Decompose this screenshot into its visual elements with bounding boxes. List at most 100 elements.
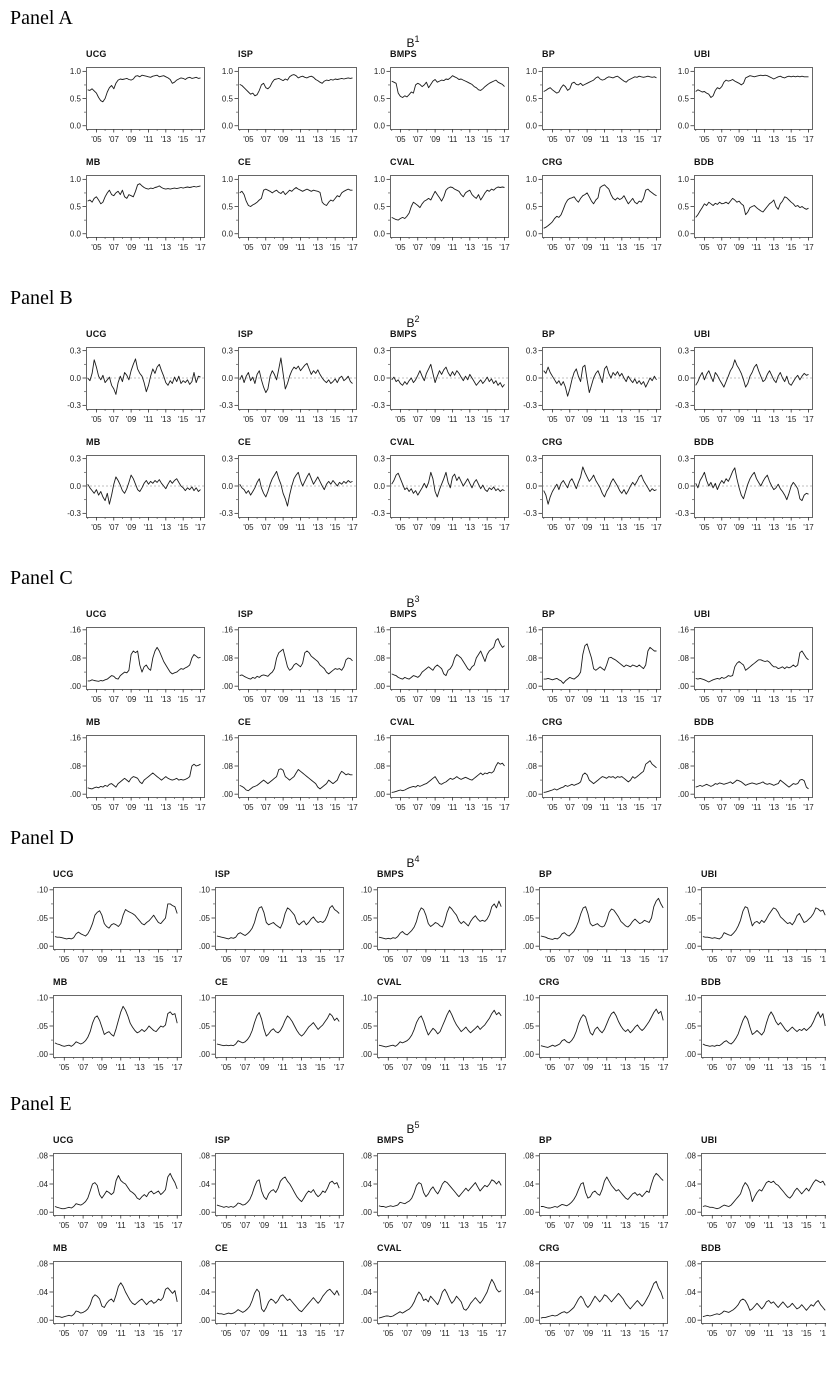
x-tick-label: '09: [126, 135, 137, 144]
x-tick-label: '05: [699, 803, 710, 812]
x-tick-label: '11: [296, 695, 306, 704]
x-tick-label: '09: [421, 1221, 432, 1230]
x-tick-label: '09: [430, 243, 441, 252]
line-series: [543, 75, 657, 94]
x-tick-label: '09: [259, 955, 270, 964]
x-tick-label: '11: [600, 695, 610, 704]
chart-plot: 1.0 0.5 0.0 '05 '07 '09 '11 '13 '15 '17: [678, 175, 814, 252]
y-tick-label: .05: [361, 914, 373, 923]
x-tick-label: '09: [582, 695, 593, 704]
x-tick-label: '11: [116, 1063, 126, 1072]
x-tick-label: '11: [296, 243, 306, 252]
x-tick-label: '17: [499, 415, 510, 424]
x-tick-label: '15: [634, 243, 645, 252]
y-tick-label: 1.0: [222, 67, 234, 76]
x-tick-label: '11: [296, 415, 306, 424]
x-tick-label: '09: [97, 1329, 108, 1338]
x-tick-label: '15: [482, 803, 493, 812]
x-tick-label: '05: [547, 415, 558, 424]
x-tick-label: '13: [465, 243, 476, 252]
x-tick-label: '07: [261, 803, 272, 812]
x-tick-label: '11: [448, 243, 458, 252]
line-series: [378, 1278, 502, 1319]
plot-box: [215, 1261, 344, 1324]
y-tick-label: .16: [526, 626, 538, 635]
x-tick-label: '13: [617, 803, 628, 812]
line-series: [87, 646, 201, 682]
chart-plot: 1.0 0.5 0.0 '05 '07 '09 '11 '13 '15 '17: [526, 175, 662, 252]
y-tick-label: .00: [37, 1208, 49, 1217]
x-tick-label: '09: [582, 135, 593, 144]
x-tick-label: '11: [144, 803, 154, 812]
chart-plot: 1.0 0.5 0.0 '05 '07 '09 '11 '13 '15 '17: [374, 67, 510, 144]
chart-title: BMPS: [377, 869, 404, 879]
x-tick-label: '05: [91, 243, 102, 252]
chart-plot: .10 .05 .00 '05 '07 '09 '11 '13 '15 '17: [685, 994, 826, 1072]
chart-row: UCG .10 .05 .00 '05 '07 '09 '11 '13 '15 '17 ISP .10.…: [0, 868, 826, 974]
x-tick-label: '09: [421, 955, 432, 964]
x-tick-label: '13: [617, 243, 628, 252]
chart-title: UBI: [701, 1135, 718, 1145]
chart-title: BP: [542, 609, 555, 619]
x-tick-label: '15: [639, 1329, 650, 1338]
line-series: [543, 364, 657, 397]
chart-title: MB: [53, 977, 68, 987]
chart-plot: 0.3 0.0 -0.3 '05 '07 '09 '11 '13 '15 '17: [371, 454, 510, 532]
line-series: [540, 1008, 664, 1048]
x-tick-label: '15: [153, 1063, 164, 1072]
y-tick-label: 1.0: [374, 175, 386, 184]
chart-title: BP: [542, 329, 555, 339]
x-tick-label: '09: [421, 1063, 432, 1072]
y-tick-label: 0.5: [374, 202, 386, 211]
x-tick-label: '11: [764, 955, 774, 964]
chart-plot: .08 .04 .00 '05 '07 '09 '11 '13 '15 '17: [37, 1152, 183, 1230]
line-series: [54, 1282, 178, 1318]
chart-plot: .16 .08 .00 '05 '07 '09 '11 '13 '15 '17: [374, 734, 510, 812]
y-tick-label: 0.0: [526, 122, 538, 131]
panel-title: B4: [406, 854, 420, 870]
chart-bdb: BDB .10 .05 .00 '05 '07 '09 '11 '13 '15 '17: [671, 976, 826, 1082]
x-tick-label: '09: [126, 695, 137, 704]
y-tick-label: 0.0: [526, 230, 538, 239]
chart-ce: CE .10 .05 .00 '05 '07 '09 '11 '13 '15 '17: [185, 976, 347, 1082]
x-tick-label: '07: [261, 135, 272, 144]
x-tick-label: '13: [617, 135, 628, 144]
x-tick-label: '13: [458, 1063, 469, 1072]
x-tick-label: '17: [803, 523, 814, 532]
x-tick-label: '11: [600, 523, 610, 532]
x-tick-label: '05: [545, 1221, 556, 1230]
chart-ucg: UCG .08 .04 .00 '05 '07 '09 '11 '13 '15 '17: [23, 1134, 185, 1240]
chart-ubi: UBI 0.3 0.0 -0.3 '05 '07 '09 '11 '13 '15 '17: [664, 328, 816, 434]
y-tick-label: .10: [361, 994, 373, 1003]
x-tick-label: '15: [634, 803, 645, 812]
x-tick-label: '11: [752, 803, 762, 812]
x-tick-label: '07: [240, 1221, 251, 1230]
chart-bdb: BDB 1.0 0.5 0.0 '05 '07 '09 '11 '13 '15 '17: [664, 156, 816, 262]
x-tick-label: '15: [801, 1063, 812, 1072]
plot-box: [238, 175, 357, 238]
line-series: [695, 359, 809, 388]
x-tick-label: '05: [707, 955, 718, 964]
x-tick-label: '11: [600, 415, 610, 424]
chart-title: BMPS: [390, 609, 417, 619]
x-tick-label: '05: [707, 1063, 718, 1072]
x-tick-label: '17: [499, 523, 510, 532]
x-tick-label: '05: [59, 1221, 70, 1230]
x-tick-label: '13: [134, 1063, 145, 1072]
x-tick-label: '05: [383, 1329, 394, 1338]
plot-box: [377, 1153, 506, 1216]
x-tick-label: '11: [448, 135, 458, 144]
x-tick-label: '15: [634, 523, 645, 532]
line-series: [543, 760, 657, 793]
y-tick-label: .00: [361, 1208, 373, 1217]
x-tick-label: '15: [786, 135, 797, 144]
x-tick-label: '15: [482, 243, 493, 252]
x-tick-label: '13: [769, 415, 780, 424]
x-tick-label: '05: [707, 1221, 718, 1230]
chart-crg: CRG .10 .05 .00 '05 '07 '09 '11 '13 '15 '17: [509, 976, 671, 1082]
x-tick-label: '11: [764, 1329, 774, 1338]
plot-box: [542, 735, 661, 798]
x-tick-label: '07: [565, 415, 576, 424]
x-tick-label: '07: [726, 1063, 737, 1072]
line-series: [695, 778, 809, 790]
